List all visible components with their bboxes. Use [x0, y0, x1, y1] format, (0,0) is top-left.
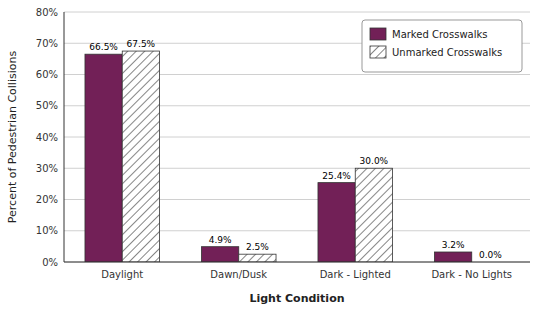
x-tick-label: Dark - Lighted [320, 269, 391, 280]
y-tick-label: 80% [36, 7, 58, 18]
y-tick-label: 0% [42, 257, 58, 268]
x-tick-label: Dawn/Dusk [210, 269, 267, 280]
bars [85, 51, 472, 262]
data-label: 25.4% [322, 171, 351, 181]
data-label: 30.0% [360, 156, 389, 166]
y-tick-label: 40% [36, 132, 58, 143]
legend-label: Marked Crosswalks [392, 29, 487, 40]
grid [64, 12, 530, 262]
legend-box [362, 20, 522, 72]
bar [201, 247, 238, 262]
bar-hatch [239, 254, 276, 262]
grid-line [64, 262, 530, 263]
legend-label: Unmarked Crosswalks [392, 47, 502, 58]
grid-line [64, 12, 530, 13]
bar-hatch [355, 168, 392, 262]
data-label: 66.5% [89, 42, 118, 52]
bar [318, 183, 355, 262]
bar [239, 254, 276, 262]
legend-swatch [370, 46, 386, 58]
data-label: 67.5% [127, 39, 156, 49]
bar [85, 54, 122, 262]
y-tick-label: 60% [36, 69, 58, 80]
y-tick-label: 50% [36, 100, 58, 111]
chart: 0% 10% 20% 30% 40% 50% 60% 70% 80% 66.5% 4.9% 25.4%… [0, 0, 542, 312]
x-axis: Daylight Dawn/Dusk Dark - Lighted Dark - No… [101, 269, 512, 280]
bar [434, 252, 471, 262]
y-tick-label: 30% [36, 163, 58, 174]
x-tick-label: Daylight [101, 269, 143, 280]
legend: Marked Crosswalks Unmarked Crosswalks [362, 20, 522, 72]
y-axis: 0% 10% 20% 30% 40% 50% 60% 70% 80% [36, 7, 58, 268]
y-axis-title: Percent of Pedestrian Collisions [6, 51, 19, 224]
data-label: 3.2% [442, 240, 465, 250]
x-axis-title: Light Condition [249, 292, 344, 305]
y-axis-line [64, 12, 65, 262]
y-tick-label: 20% [36, 194, 58, 205]
data-label: 2.5% [246, 242, 269, 252]
legend-swatch-hatch [370, 46, 386, 58]
x-axis-line [64, 262, 530, 263]
bar [122, 51, 159, 262]
bar-hatch [122, 51, 159, 262]
data-label: 0.0% [479, 250, 502, 260]
data-label: 4.9% [209, 235, 232, 245]
y-tick-label: 10% [36, 225, 58, 236]
x-tick-label: Dark - No Lights [431, 269, 512, 280]
y-tick-label: 70% [36, 38, 58, 49]
legend-swatch [370, 28, 386, 40]
bar [355, 168, 392, 262]
